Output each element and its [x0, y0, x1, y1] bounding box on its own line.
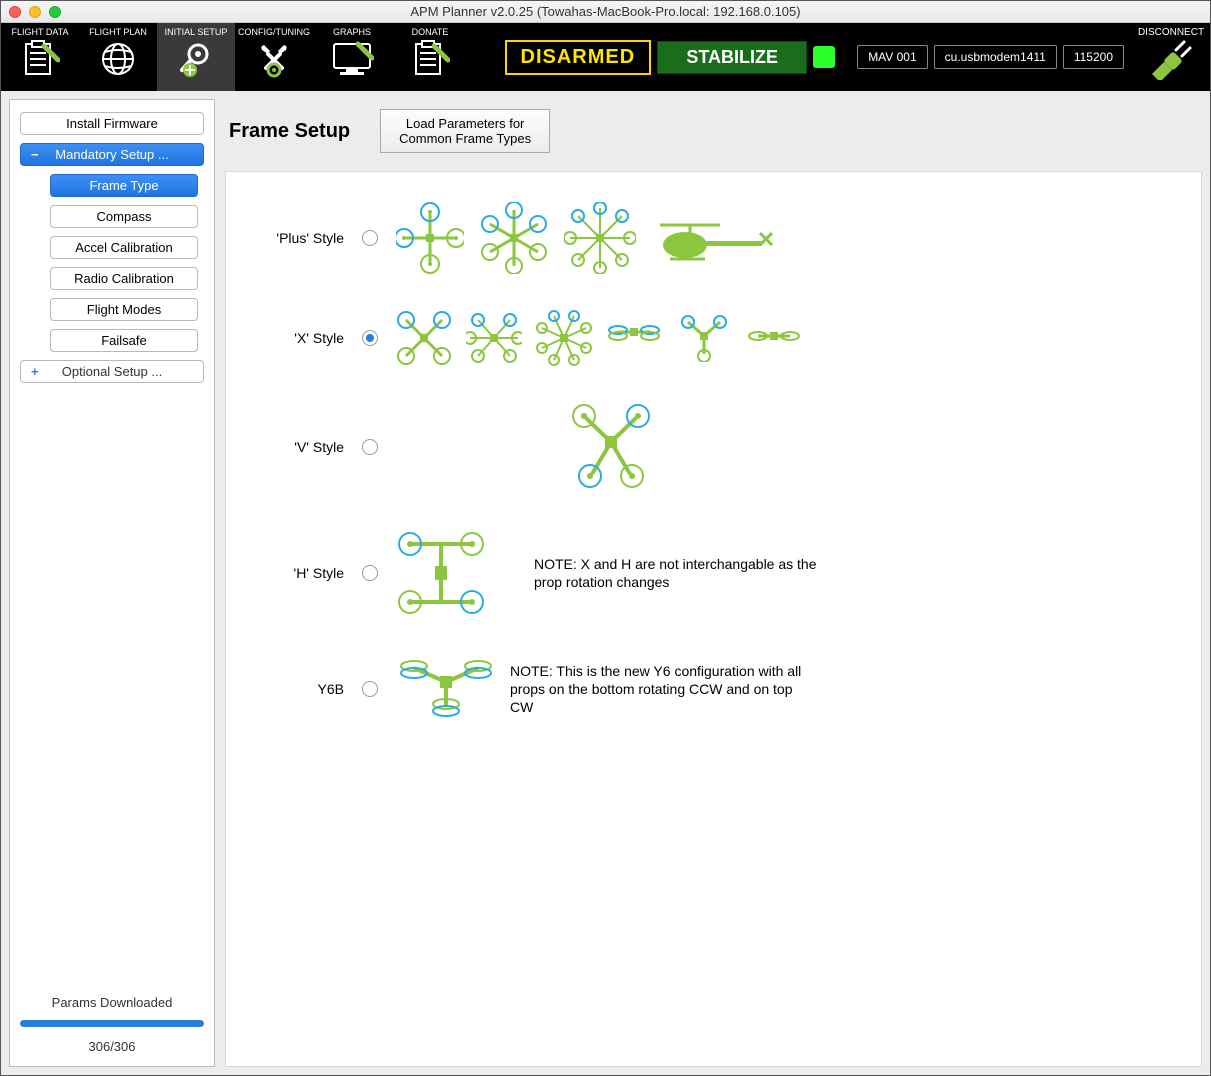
zoom-window-button[interactable]	[49, 6, 61, 18]
titlebar: APM Planner v2.0.25 (Towahas-MacBook-Pro…	[1, 1, 1210, 23]
tab-label: GRAPHS	[333, 27, 371, 37]
main-toolbar: FLIGHT DATA FLIGHT PLAN INITIAL	[1, 23, 1210, 91]
tab-flight-data[interactable]: FLIGHT DATA	[1, 23, 79, 91]
plug-icon	[1148, 40, 1194, 80]
radio-plus[interactable]	[362, 230, 378, 246]
frame-row-h: 'H' Style NOTE: X and H are not int	[238, 510, 1189, 636]
sidebar-item-accel-calib[interactable]: Accel Calibration	[50, 236, 198, 259]
tab-label: INITIAL SETUP	[165, 27, 228, 37]
radio-y6b[interactable]	[362, 681, 378, 697]
radio-v[interactable]	[362, 439, 378, 455]
radio-x[interactable]	[362, 330, 378, 346]
sidebar-mandatory-group: Frame Type Compass Accel Calibration Rad…	[20, 174, 204, 360]
window-title: APM Planner v2.0.25 (Towahas-MacBook-Pro…	[1, 4, 1210, 19]
octo-plus-icon	[564, 202, 636, 274]
frame-label: 'H' Style	[244, 565, 344, 581]
quad-x-icon	[396, 310, 452, 366]
frame-label: Y6B	[244, 681, 344, 697]
frame-label: 'Plus' Style	[244, 230, 344, 246]
close-window-button[interactable]	[9, 6, 21, 18]
collapse-icon: −	[31, 147, 39, 162]
y6-icon	[676, 314, 732, 362]
sidebar-item-label: Mandatory Setup ...	[55, 147, 168, 162]
disconnect-label: DISCONNECT	[1138, 27, 1204, 38]
radio-h[interactable]	[362, 565, 378, 581]
config-tuning-icon	[251, 39, 297, 79]
page-title: Frame Setup	[229, 120, 350, 143]
quad-h-icon	[396, 528, 486, 618]
y6b-note: NOTE: This is the new Y6 configuration w…	[510, 662, 810, 717]
sidebar-item-frame-type[interactable]: Frame Type	[50, 174, 198, 197]
tab-label: FLIGHT PLAN	[89, 27, 147, 37]
armed-status: DISARMED	[505, 40, 652, 75]
params-status-label: Params Downloaded	[20, 995, 204, 1010]
octo-x-icon	[536, 310, 592, 366]
quad-v-icon	[566, 402, 656, 492]
main-header: Frame Setup Load Parameters for Common F…	[225, 99, 1202, 171]
content-area: Install Firmware − Mandatory Setup ... F…	[1, 91, 1210, 1075]
frame-label: 'X' Style	[244, 330, 344, 346]
tab-graphs[interactable]: GRAPHS	[313, 23, 391, 91]
tri-coax-icon	[746, 322, 802, 354]
sidebar-item-optional-setup[interactable]: + Optional Setup ...	[20, 360, 204, 383]
params-progress-bar	[20, 1020, 204, 1027]
y6b-diagrams: NOTE: This is the new Y6 configuration w…	[396, 654, 810, 724]
quad-plus-icon	[396, 202, 464, 274]
plus-diagrams	[396, 202, 780, 274]
load-parameters-button[interactable]: Load Parameters for Common Frame Types	[380, 109, 550, 153]
frame-row-x: 'X' Style	[238, 292, 1189, 384]
link-led-icon	[813, 46, 835, 68]
hex-x-icon	[466, 310, 522, 366]
graphs-icon	[329, 39, 375, 79]
flight-plan-icon	[95, 39, 141, 79]
port-chip[interactable]: cu.usbmodem1411	[934, 45, 1057, 69]
frame-setup-panel: 'Plus' Style	[225, 171, 1202, 1067]
tab-initial-setup[interactable]: INITIAL SETUP	[157, 23, 235, 91]
x8-coax-icon	[606, 318, 662, 358]
initial-setup-icon	[173, 39, 219, 79]
params-progress	[20, 1020, 204, 1027]
setup-sidebar: Install Firmware − Mandatory Setup ... F…	[9, 99, 215, 1067]
disconnect-button[interactable]: DISCONNECT	[1132, 23, 1210, 91]
sidebar-item-flight-modes[interactable]: Flight Modes	[50, 298, 198, 321]
tab-label: FLIGHT DATA	[11, 27, 68, 37]
sidebar-item-label: Optional Setup ...	[62, 364, 162, 379]
heli-icon	[650, 213, 780, 263]
donate-icon	[407, 39, 453, 79]
tab-flight-plan[interactable]: FLIGHT PLAN	[79, 23, 157, 91]
tab-label: CONFIG/TUNING	[238, 27, 310, 37]
h-diagrams: NOTE: X and H are not interchangable as …	[396, 528, 834, 618]
sidebar-item-install-firmware[interactable]: Install Firmware	[20, 112, 204, 135]
flight-data-icon	[17, 39, 63, 79]
mav-id-chip[interactable]: MAV 001	[857, 45, 927, 69]
load-button-line2: Common Frame Types	[399, 131, 531, 146]
hex-plus-icon	[478, 202, 550, 274]
y6b-icon	[396, 654, 496, 724]
window-controls	[9, 6, 61, 18]
tab-donate[interactable]: DONATE	[391, 23, 469, 91]
toolbar-status: DISARMED STABILIZE MAV 001 cu.usbmodem14…	[505, 23, 1132, 91]
sidebar-item-radio-calib[interactable]: Radio Calibration	[50, 267, 198, 290]
frame-row-v: 'V' Style	[238, 384, 1189, 510]
h-note: NOTE: X and H are not interchangable as …	[534, 555, 834, 591]
main-panel: Frame Setup Load Parameters for Common F…	[225, 99, 1202, 1067]
tab-label: DONATE	[412, 27, 449, 37]
load-button-line1: Load Parameters for	[406, 116, 525, 131]
flight-mode-status: STABILIZE	[657, 41, 807, 74]
frame-label: 'V' Style	[244, 439, 344, 455]
tab-config-tuning[interactable]: CONFIG/TUNING	[235, 23, 313, 91]
frame-row-y6b: Y6B NOTE: This is th	[238, 636, 1189, 742]
sidebar-item-failsafe[interactable]: Failsafe	[50, 329, 198, 352]
sidebar-item-mandatory-setup[interactable]: − Mandatory Setup ...	[20, 143, 204, 166]
baud-chip[interactable]: 115200	[1063, 45, 1124, 69]
x-diagrams	[396, 310, 802, 366]
frame-row-plus: 'Plus' Style	[238, 184, 1189, 292]
sidebar-item-compass[interactable]: Compass	[50, 205, 198, 228]
minimize-window-button[interactable]	[29, 6, 41, 18]
params-count: 306/306	[20, 1039, 204, 1054]
expand-icon: +	[31, 364, 39, 379]
v-diagrams	[566, 402, 656, 492]
